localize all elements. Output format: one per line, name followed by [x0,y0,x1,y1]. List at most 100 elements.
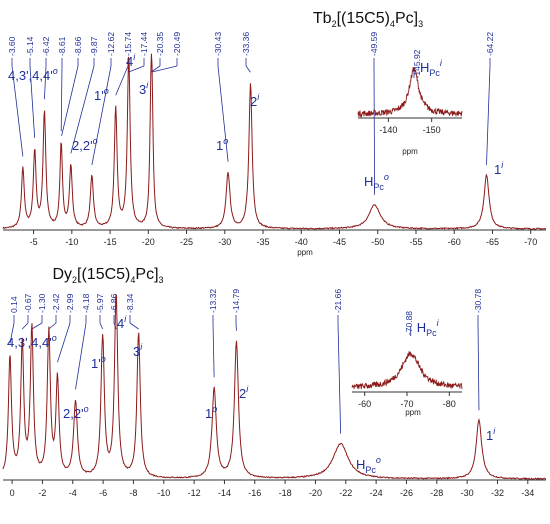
spectrum-trace [2,53,547,230]
tb-title: Tb2[(15C5)4Pc]3 [313,10,423,29]
peak-marker-leader [91,65,112,166]
peak-marker-leader [21,322,29,330]
peak-label: -1.30 [37,293,47,313]
tb-spectrum [2,53,547,230]
tb-inset: -145.92 -140 -150 HPci ppm [357,49,463,156]
assignment-label: 2,2'o [63,404,89,421]
assignment-label: 1i [486,426,496,443]
peak-label: -8.34 [125,293,135,313]
dy-peak-labels: 0.14 -0.67 -1.30 -2.42 -2.99 -4.18 -5.97 -6.86-… [9,289,483,434]
tb-x-axis-label: ppm [297,248,313,257]
peak-marker-leader [11,65,24,157]
peak-marker-leader [44,65,47,100]
peak-label: -8.61 [57,36,67,56]
peak-marker-leader [31,322,43,330]
assignment-label: 4i [117,314,127,331]
peak-label: -2.42 [51,293,61,313]
dy-inset-peak-label: -70.88 [404,311,414,335]
peak-label: -0.67 [23,293,33,313]
peak-marker-leader [9,322,15,344]
inset-assignment-label: HPci [417,318,440,338]
peak-marker-leader [57,322,71,363]
dy-inset-x-axis: -60 -70 -80 HPci [352,318,462,409]
peak-label: -5.14 [25,36,35,56]
assignment-label: 4i [126,52,136,69]
x-tick-label: -35 [257,237,270,247]
tb-inset-x-axis: -140 -150 HPci [358,58,462,135]
x-tick-label: -8 [129,488,137,498]
peak-marker-leader [486,65,491,165]
x-tick-label: -6 [99,488,107,498]
assignment-label: 1o [205,404,217,421]
peak-label: -17.44 [139,32,149,56]
peak-marker-leader [245,65,251,73]
dy-inset-spectrum [351,351,463,390]
peak-label: -9.87 [89,36,99,56]
peak-marker-leader [217,65,229,162]
peak-marker-leader [337,322,342,434]
peak-marker-leader [477,322,480,411]
assignment-label: 2i [250,92,260,109]
assignment-label: HPco [356,455,381,475]
x-tick-label: -40 [295,237,308,247]
inset-x-tick-label: -80 [443,399,456,409]
peak-label: -6.86 [109,293,119,313]
peak-marker-leader [115,65,129,96]
x-tick-label: -30 [461,488,474,498]
inset-assignment-label: HPci [420,58,443,78]
dy-inset: -70.88 -60 -70 -80 HPci ppm [351,311,463,417]
dy-spectrum [2,294,547,481]
x-tick-label: -22 [339,488,352,498]
tb-x-axis: -5 -10 -15 -20 -25 -30 -35 -40 -45 -50 -55 -60 -65 -7… [3,229,546,247]
dy-title: Dy2[(15C5)4Pc]3 [52,266,163,285]
tb-inset-x-axis-label: ppm [402,147,418,156]
inset-x-tick-label: -60 [358,399,371,409]
x-tick-label: -55 [409,237,422,247]
peak-marker-leader [60,65,63,132]
assignment-label: HPco [364,172,389,192]
spectrum-trace [2,294,547,481]
peak-label: -21.66 [333,289,343,313]
peak-marker-leader [75,322,87,390]
x-tick-label: -20 [142,237,155,247]
x-tick-label: -24 [370,488,383,498]
peak-label: -49.59 [369,32,379,56]
peak-label: -5.97 [95,293,105,313]
assignment-label: 4,3',4,4'o [7,333,57,350]
dy-inset-x-axis-label: ppm [405,408,421,417]
peak-label: -15.74 [123,32,133,56]
peak-label: -3.60 [7,36,17,56]
assignment-label: 1'o [91,354,106,371]
assignment-label: 2,2'o [72,136,98,153]
peak-label: 0.14 [9,296,19,313]
peak-label: -2.99 [65,293,75,313]
x-tick-label: -28 [430,488,443,498]
assignment-label: 4,3',4,4'o [8,66,58,83]
x-tick-label: -25 [180,237,193,247]
inset-spectrum-trace [357,66,463,118]
assignment-label: 3i [133,342,143,359]
x-tick-label: -10 [65,237,78,247]
peak-label: -12.62 [106,32,116,56]
peak-marker-leader [99,322,104,330]
x-tick-label: -2 [38,488,46,498]
x-tick-label: -20 [309,488,322,498]
peak-marker-leader [129,322,139,330]
inset-x-tick-label: -140 [379,125,397,135]
x-tick-label: -14 [218,488,231,498]
inset-x-tick-label: -70 [400,399,413,409]
peak-label: -30.78 [473,289,483,313]
peak-marker-leader [151,65,178,73]
peak-marker-leader [61,65,79,137]
peak-label: -4.18 [81,293,91,313]
x-tick-label: -30 [218,237,231,247]
x-tick-label: -12 [188,488,201,498]
inset-spectrum-trace [351,351,463,390]
inset-x-tick-label: -150 [423,125,441,135]
x-tick-label: -26 [400,488,413,498]
x-tick-label: -18 [279,488,292,498]
assignment-label: 3i [139,80,149,97]
tb-panel: Tb2[(15C5)4Pc]3 -3.60 -5.14 -6.42 -8.61 -8.6… [2,10,547,257]
peak-label: -14.79 [231,289,241,313]
